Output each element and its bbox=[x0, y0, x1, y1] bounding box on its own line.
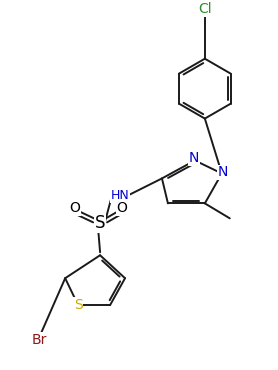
Text: S: S bbox=[74, 298, 83, 312]
Text: HN: HN bbox=[111, 189, 130, 202]
Text: O: O bbox=[70, 201, 81, 215]
Text: O: O bbox=[116, 201, 128, 215]
Text: Br: Br bbox=[31, 333, 47, 347]
Text: N: N bbox=[218, 165, 228, 179]
Text: S: S bbox=[95, 214, 105, 232]
Text: N: N bbox=[189, 151, 199, 165]
Text: Cl: Cl bbox=[198, 2, 212, 16]
